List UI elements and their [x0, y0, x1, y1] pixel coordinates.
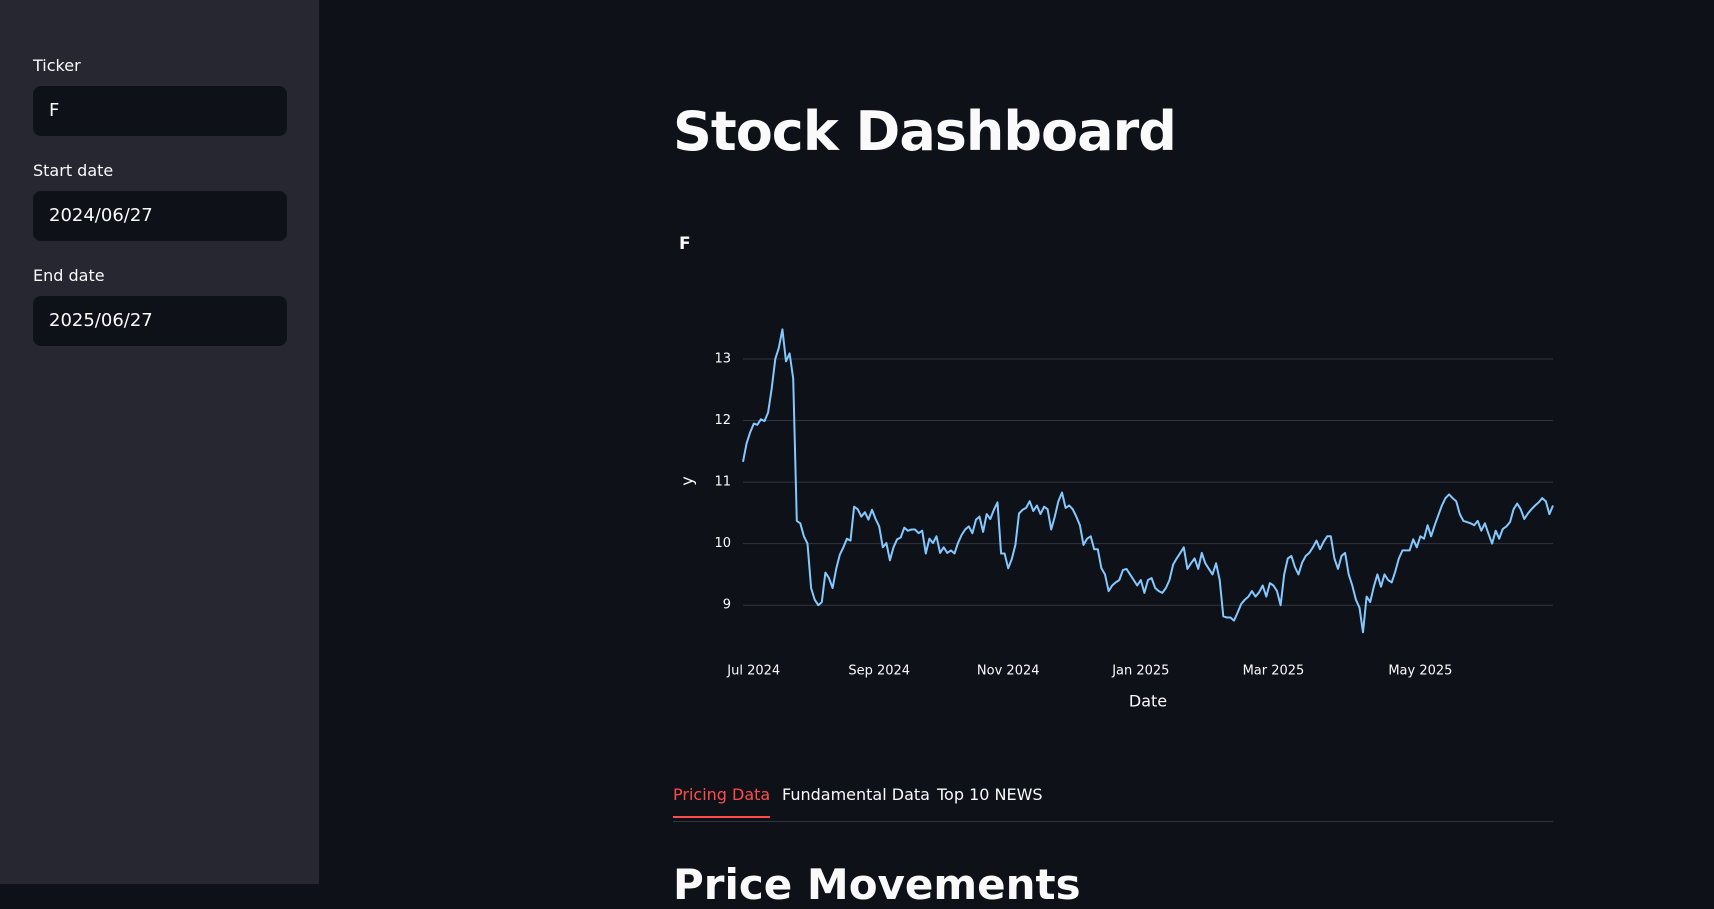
y-tick-label: 10: [714, 536, 731, 551]
chart: F Date y 9 10 11 12 13 Jul 2024 Sep 2024 Nov 20…: [678, 234, 1554, 711]
field-label: Start date: [33, 161, 114, 180]
price-line: [742, 328, 1554, 634]
field-label: End date: [33, 266, 105, 285]
section-heading: Price Movements: [673, 860, 1081, 909]
y-tick-label: 9: [723, 598, 731, 613]
field-label: Ticker: [33, 56, 81, 75]
y-axis-title: y: [678, 476, 697, 485]
x-tick-label: Sep 2024: [848, 664, 910, 679]
x-tick-label: Jul 2024: [726, 664, 780, 679]
tab[interactable]: Top 10 NEWS: [937, 785, 1043, 804]
date-input[interactable]: 2024/06/27: [33, 191, 287, 241]
page: {"sidebar":{"fields":[{"label":"Ticker",…: [0, 0, 1554, 909]
y-tick-label: 12: [714, 413, 731, 428]
x-tick-label: Jan 2025: [1111, 664, 1169, 679]
x-axis-title: Date: [1129, 692, 1167, 711]
tab-bar: Pricing Data Fundamental Data Top 10 NEWS: [673, 780, 1553, 822]
page-title: Stock Dashboard: [673, 100, 1177, 163]
date-input[interactable]: 2025/06/27: [33, 296, 287, 346]
x-tick-label: Mar 2025: [1243, 664, 1305, 679]
x-tick-label: May 2025: [1388, 664, 1452, 679]
text-input[interactable]: F: [33, 86, 287, 136]
y-tick-label: 11: [714, 475, 731, 490]
tab[interactable]: Pricing Data: [673, 785, 771, 818]
x-tick-label: Nov 2024: [977, 664, 1040, 679]
tab[interactable]: Fundamental Data: [782, 785, 930, 804]
y-tick-label: 13: [714, 351, 731, 366]
chart-title: F: [679, 234, 691, 254]
sidebar: Ticker F Start date 2024/06/27 End date …: [0, 0, 319, 884]
